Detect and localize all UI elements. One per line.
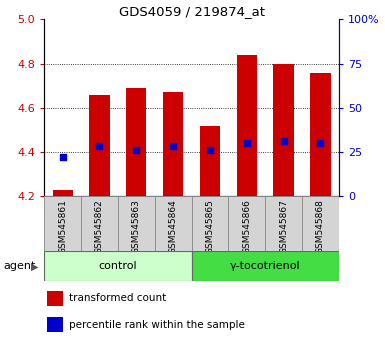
Bar xyxy=(47,291,64,306)
Bar xyxy=(273,64,294,196)
Bar xyxy=(192,251,339,281)
Bar xyxy=(81,196,118,251)
Text: agent: agent xyxy=(4,261,36,272)
Point xyxy=(96,143,102,148)
Text: percentile rank within the sample: percentile rank within the sample xyxy=(69,320,245,330)
Bar xyxy=(200,126,220,196)
Text: GSM545864: GSM545864 xyxy=(169,199,177,254)
Point xyxy=(207,147,213,153)
Text: GSM545861: GSM545861 xyxy=(58,199,67,254)
Title: GDS4059 / 219874_at: GDS4059 / 219874_at xyxy=(119,5,264,18)
Text: γ-tocotrienol: γ-tocotrienol xyxy=(230,261,300,272)
Bar xyxy=(302,196,339,251)
Bar xyxy=(228,196,265,251)
Bar xyxy=(237,55,257,196)
Text: GSM545865: GSM545865 xyxy=(206,199,214,254)
Bar xyxy=(155,196,192,251)
Text: control: control xyxy=(99,261,137,272)
Bar xyxy=(44,196,81,251)
Point xyxy=(133,147,139,153)
Point xyxy=(170,143,176,148)
Text: GSM545862: GSM545862 xyxy=(95,199,104,254)
Bar xyxy=(265,196,302,251)
Bar xyxy=(163,92,183,196)
Text: GSM545867: GSM545867 xyxy=(279,199,288,254)
Point xyxy=(317,141,323,146)
Point xyxy=(60,154,66,160)
Bar xyxy=(53,190,73,196)
Bar xyxy=(118,196,155,251)
Text: transformed count: transformed count xyxy=(69,293,167,303)
Bar xyxy=(192,196,228,251)
Bar xyxy=(47,317,64,332)
Text: GSM545863: GSM545863 xyxy=(132,199,141,254)
Text: ▶: ▶ xyxy=(31,261,38,272)
Point xyxy=(244,141,250,146)
Point xyxy=(281,138,287,144)
Bar xyxy=(310,73,330,196)
Text: GSM545868: GSM545868 xyxy=(316,199,325,254)
Bar xyxy=(44,251,192,281)
Text: GSM545866: GSM545866 xyxy=(242,199,251,254)
Bar xyxy=(89,95,110,196)
Bar xyxy=(126,88,146,196)
